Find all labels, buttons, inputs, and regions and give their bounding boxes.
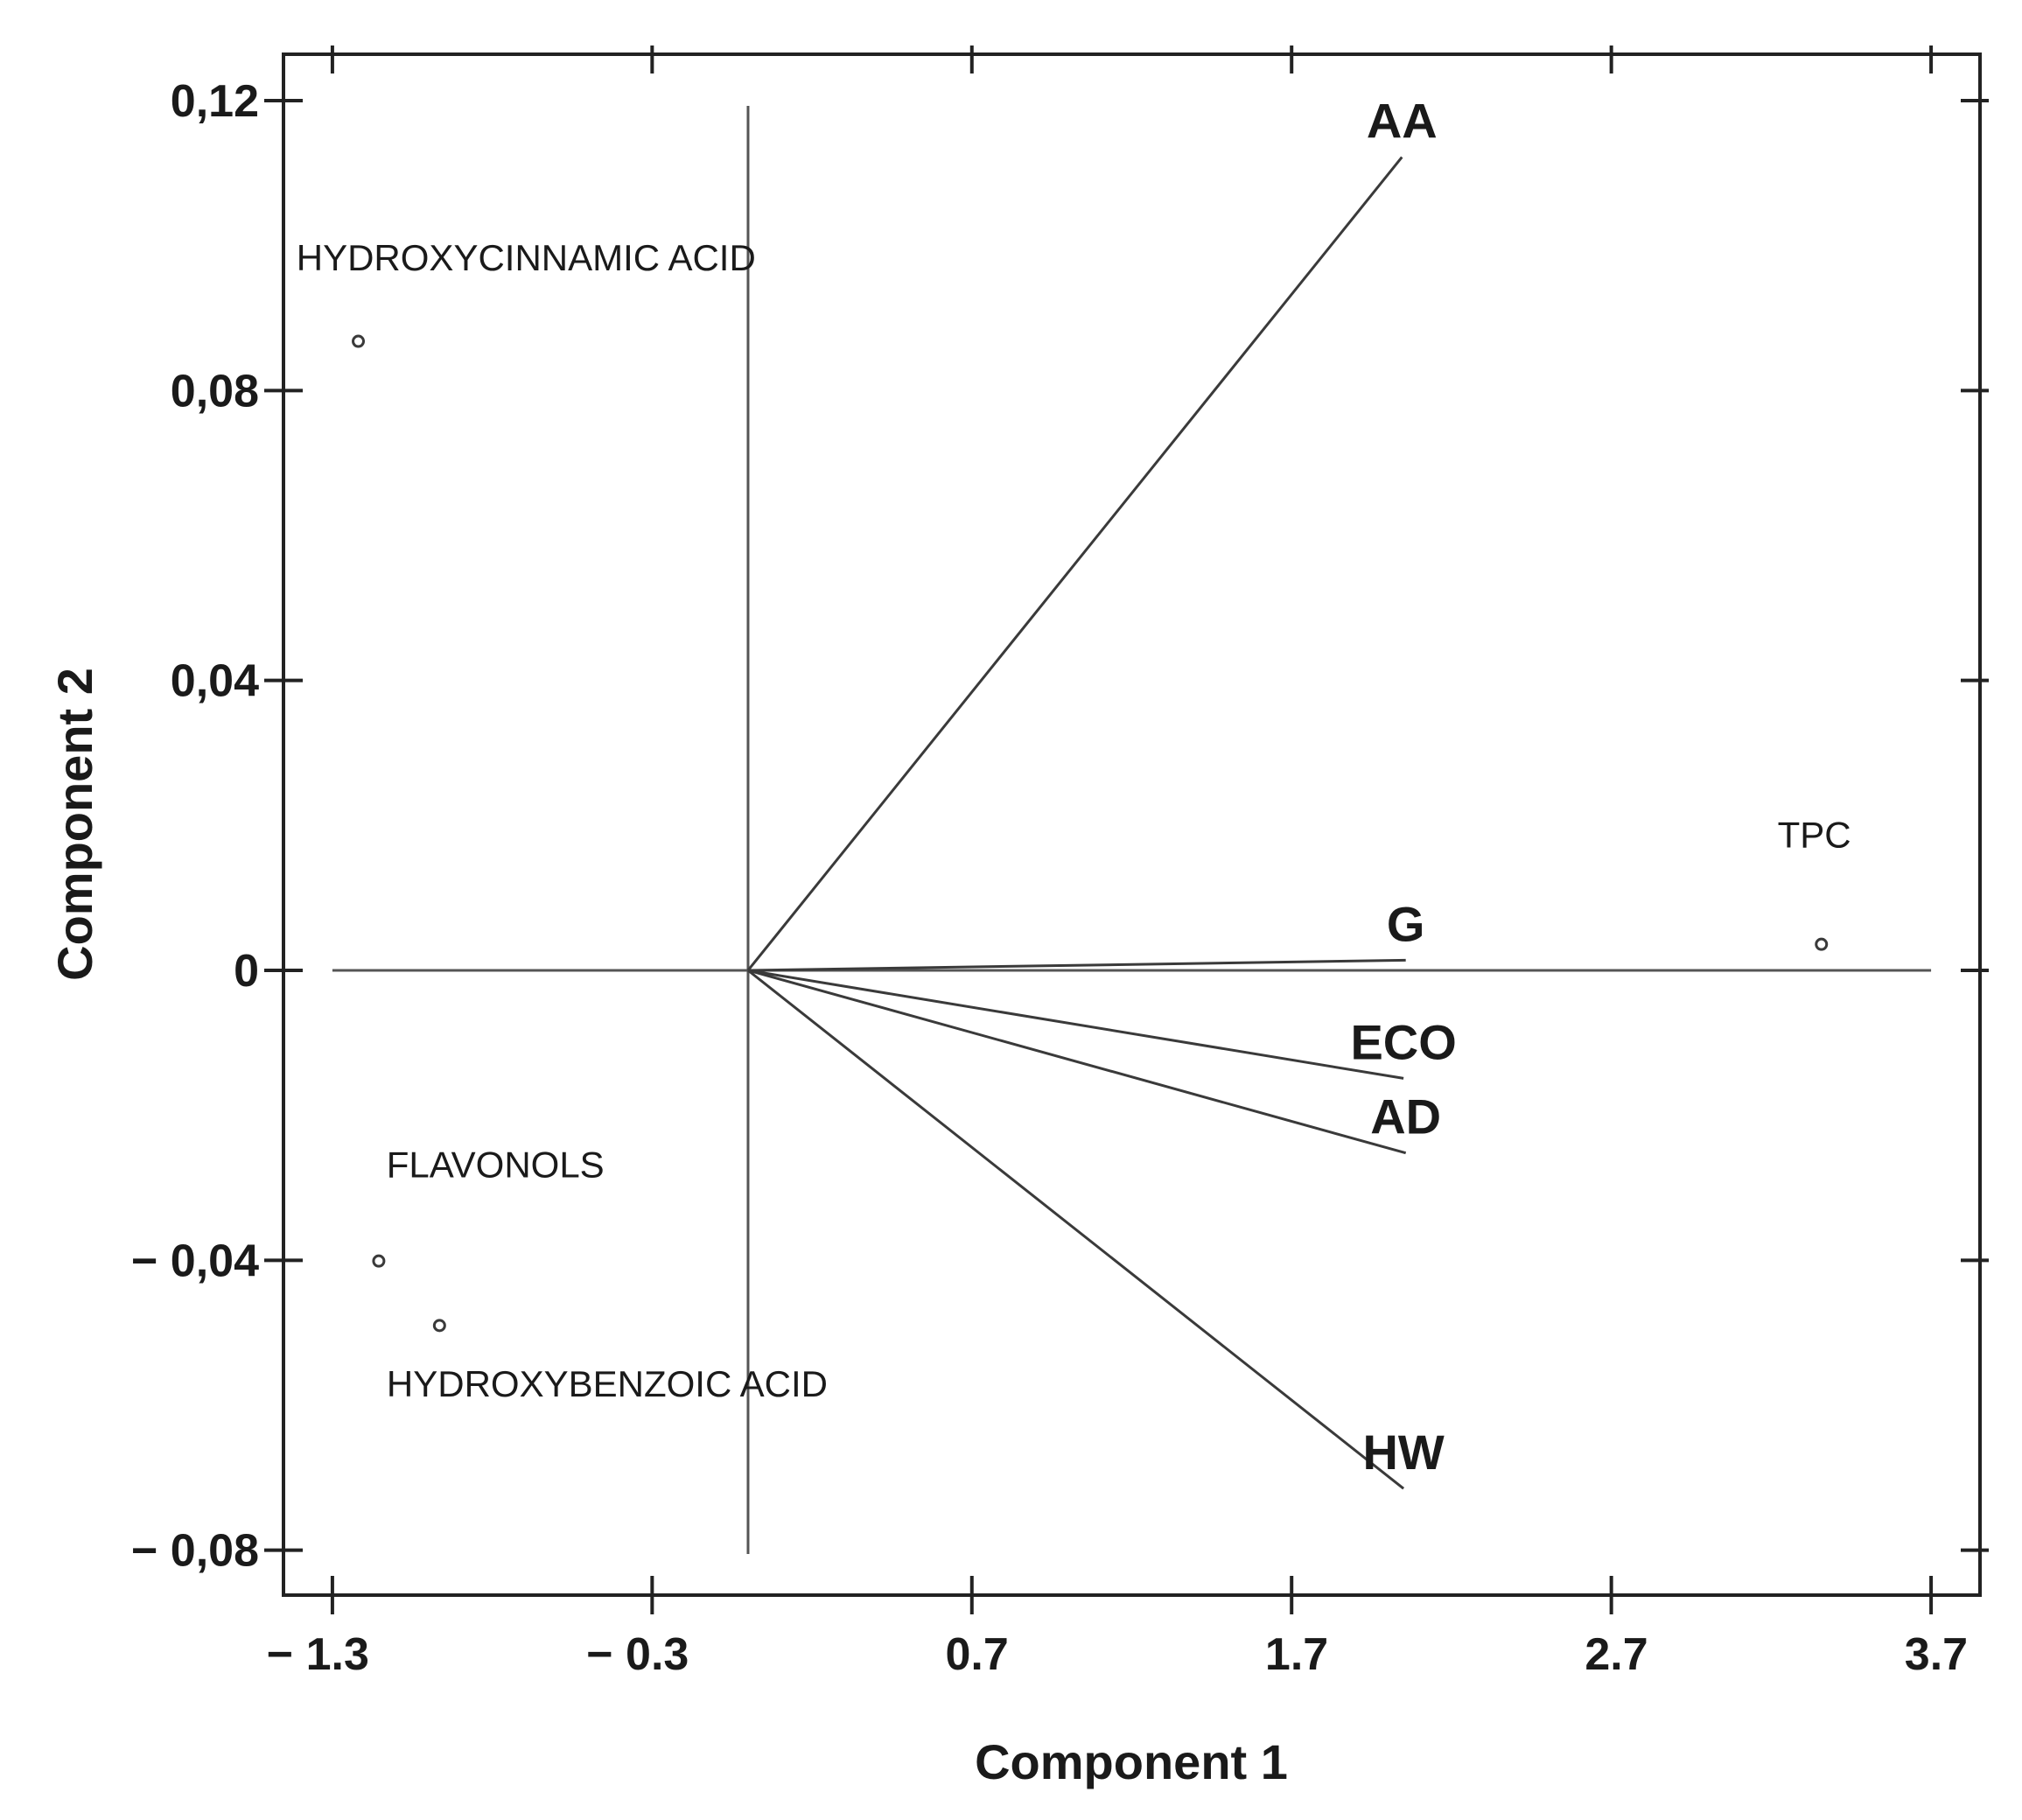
loading-vector bbox=[747, 969, 1405, 1490]
x-tick-label: 1.7 bbox=[1265, 1629, 1328, 1680]
point-label: FLAVONOLS bbox=[387, 1144, 605, 1185]
score-point bbox=[352, 334, 366, 348]
y-tick-label: 0,04 bbox=[171, 656, 259, 707]
x-tick-label: 0.7 bbox=[945, 1629, 1008, 1680]
y-axis-title: Component 2 bbox=[47, 668, 102, 981]
vector-label: HW bbox=[1362, 1424, 1444, 1480]
x-tick-label: 3.7 bbox=[1905, 1629, 1968, 1680]
loading-vector bbox=[747, 958, 1406, 972]
loading-vector bbox=[747, 969, 1407, 1155]
point-label: HYDROXYCINNAMIC ACID bbox=[297, 237, 756, 278]
y-tick-label: − 0,04 bbox=[131, 1236, 259, 1286]
loading-vector bbox=[746, 156, 1403, 971]
x-axis-title: Component 1 bbox=[975, 1734, 1288, 1789]
y-tick-label: 0,08 bbox=[171, 366, 259, 416]
vector-label: AD bbox=[1370, 1089, 1441, 1144]
plot-frame bbox=[282, 52, 1982, 1597]
vector-label: AA bbox=[1367, 94, 1438, 149]
loading-vector bbox=[747, 969, 1404, 1080]
vector-label: ECO bbox=[1350, 1014, 1456, 1069]
point-label: HYDROXYBENZOIC ACID bbox=[387, 1363, 828, 1404]
x-tick-label: 2.7 bbox=[1585, 1629, 1648, 1680]
x-tick-label: − 0.3 bbox=[586, 1629, 689, 1680]
y-tick-label: 0,12 bbox=[171, 76, 259, 127]
x-tick-label: − 1.3 bbox=[267, 1629, 369, 1680]
vector-label: G bbox=[1387, 896, 1425, 951]
score-point bbox=[432, 1319, 446, 1333]
y-tick-label: − 0,08 bbox=[131, 1526, 259, 1577]
score-point bbox=[372, 1254, 386, 1268]
y-tick-label: 0 bbox=[234, 946, 259, 997]
point-label: TPC bbox=[1778, 815, 1851, 856]
score-point bbox=[1815, 937, 1829, 951]
